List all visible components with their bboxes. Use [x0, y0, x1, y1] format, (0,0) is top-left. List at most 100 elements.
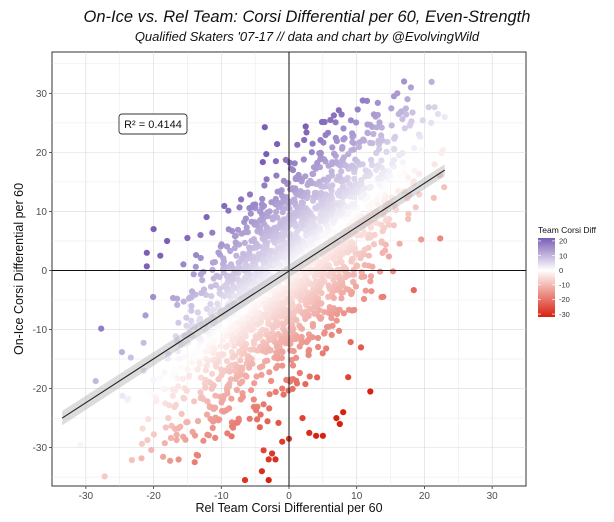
data-point — [348, 147, 355, 154]
data-point — [191, 432, 199, 439]
data-point — [207, 283, 215, 290]
data-point — [98, 325, 105, 332]
data-point — [258, 371, 265, 378]
data-point — [224, 390, 231, 397]
data-point — [431, 104, 438, 111]
data-point — [237, 357, 244, 364]
data-point — [153, 398, 160, 405]
data-point — [296, 369, 303, 377]
data-points — [77, 78, 448, 484]
data-point — [404, 96, 411, 103]
data-point — [302, 315, 309, 323]
data-point — [217, 310, 224, 317]
data-point — [365, 252, 372, 259]
data-point — [227, 261, 235, 268]
data-point — [314, 334, 322, 342]
data-point — [205, 357, 212, 364]
data-point — [166, 402, 173, 409]
data-point — [295, 171, 302, 179]
data-point — [321, 330, 328, 337]
data-point — [145, 416, 152, 423]
data-point — [333, 260, 340, 267]
data-point — [280, 391, 287, 398]
data-point — [241, 477, 249, 484]
data-point — [298, 325, 306, 332]
data-point — [367, 183, 374, 190]
data-point — [352, 283, 359, 290]
data-point — [336, 420, 343, 428]
data-point — [219, 352, 226, 359]
data-point — [227, 298, 234, 305]
data-point — [274, 188, 281, 195]
data-point — [428, 119, 435, 126]
data-point — [143, 263, 150, 270]
data-point — [234, 226, 242, 233]
data-point — [303, 339, 310, 346]
data-point — [276, 295, 283, 302]
data-point — [248, 237, 255, 244]
data-point — [411, 145, 418, 152]
data-point — [228, 310, 235, 318]
data-point — [317, 211, 324, 218]
data-point — [272, 208, 280, 216]
data-point — [188, 317, 195, 324]
data-point — [378, 132, 385, 139]
data-point — [101, 473, 108, 480]
data-point — [246, 244, 253, 251]
data-point — [268, 199, 275, 206]
data-point — [366, 214, 373, 221]
data-point — [215, 249, 222, 256]
data-point — [248, 326, 255, 333]
data-point — [209, 370, 216, 377]
data-point — [210, 350, 217, 357]
data-point — [306, 429, 313, 436]
data-point — [382, 207, 389, 214]
data-point — [194, 309, 201, 316]
data-point — [178, 364, 185, 371]
data-point — [272, 158, 279, 165]
data-point — [374, 196, 381, 203]
data-point — [232, 352, 239, 359]
data-point — [254, 347, 261, 354]
data-point — [370, 241, 378, 248]
data-point — [195, 335, 203, 342]
data-point — [332, 134, 339, 141]
data-point — [282, 156, 289, 163]
data-point — [315, 343, 322, 351]
data-point — [246, 249, 253, 256]
data-point — [348, 231, 355, 238]
data-point — [311, 189, 318, 196]
data-point — [231, 343, 238, 350]
data-point — [175, 425, 182, 432]
data-point — [437, 235, 444, 242]
data-point — [138, 455, 145, 462]
data-point — [399, 116, 406, 123]
data-point — [250, 340, 258, 347]
data-point — [399, 159, 406, 166]
data-point — [184, 234, 191, 242]
data-point — [204, 348, 211, 355]
data-point — [279, 362, 286, 369]
data-point — [183, 387, 190, 394]
data-point — [374, 99, 381, 106]
data-point — [355, 143, 363, 151]
data-point — [336, 327, 343, 334]
y-tick-label: 10 — [36, 207, 48, 218]
data-point — [410, 287, 417, 294]
data-point — [272, 195, 279, 202]
data-point — [412, 204, 419, 211]
data-point — [398, 108, 405, 115]
data-point — [330, 294, 337, 302]
data-point — [392, 133, 399, 140]
data-point — [385, 168, 392, 175]
data-point — [172, 387, 179, 394]
data-point — [213, 272, 220, 279]
data-point — [191, 459, 198, 466]
data-point — [401, 188, 408, 195]
data-point — [340, 409, 347, 416]
data-point — [309, 323, 316, 330]
data-point — [260, 447, 267, 454]
data-point — [224, 430, 231, 437]
data-point — [302, 226, 309, 234]
data-point — [370, 130, 377, 138]
